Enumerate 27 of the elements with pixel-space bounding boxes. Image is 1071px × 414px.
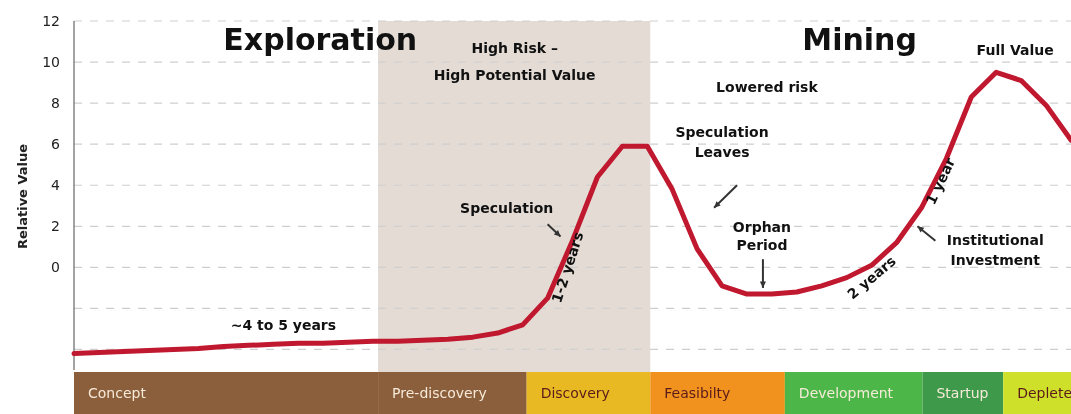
category-label: Concept: [88, 384, 147, 401]
category-label: Development: [798, 384, 894, 401]
annotation: ~4 to 5 years: [230, 316, 337, 333]
category-label: Startup: [936, 384, 989, 401]
annotation: Full Value: [976, 41, 1054, 58]
annotation: Lowered risk: [716, 78, 819, 95]
annotation: 1 year: [922, 155, 959, 207]
annotation: Mining: [802, 21, 917, 57]
annotation: Institutional Investment: [946, 231, 1044, 268]
annotation: Speculation: [460, 199, 554, 216]
y-tick-label: 12: [42, 12, 60, 29]
category-label: Pre-discovery: [392, 384, 487, 401]
category-label: Deplete: [1017, 384, 1071, 401]
y-tick-label: 8: [51, 95, 60, 112]
y-axis-title: Relative Value: [15, 143, 30, 250]
annotation: 1-2 years: [548, 229, 587, 305]
category-label: Feasibilty: [664, 384, 731, 401]
annotation: Orphan Period: [732, 219, 792, 254]
y-tick-label: 2: [51, 218, 60, 235]
category-label: Discovery: [540, 384, 610, 401]
y-tick-label: 0: [51, 259, 60, 276]
annotation: Speculation Leaves: [675, 124, 769, 161]
y-tick-label: 4: [51, 177, 61, 194]
y-tick-label: 6: [51, 136, 61, 153]
annotation: High Risk – High Potential Value: [433, 40, 596, 84]
y-tick-label: 10: [42, 53, 60, 70]
annotation: Exploration: [223, 21, 418, 57]
